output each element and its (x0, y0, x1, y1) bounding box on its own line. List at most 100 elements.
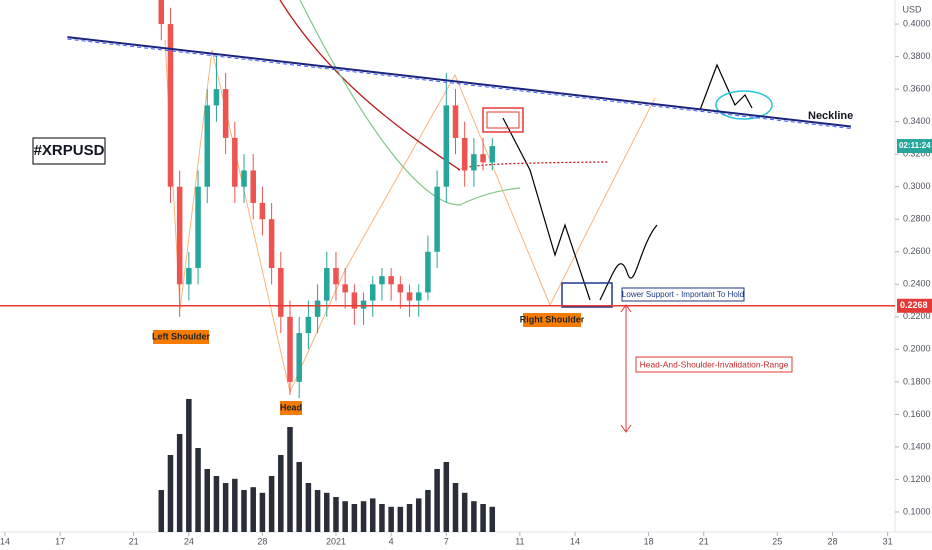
arrow-head-up (620, 304, 632, 313)
candle-body (333, 268, 339, 285)
candle-body (425, 251, 431, 293)
neckline-dash (67, 38, 851, 130)
volume-bar (471, 501, 477, 532)
candle-body (360, 300, 367, 309)
y-tick-label: 0.1000 (903, 506, 931, 516)
candle-body (406, 292, 413, 301)
x-tick-label: 14 (570, 536, 580, 546)
timer-label: 02:11:24 (899, 141, 931, 150)
resistance-box-inner (486, 111, 520, 129)
candle-body (434, 186, 440, 252)
candle-body (305, 316, 312, 334)
volume-bar (250, 487, 256, 532)
candle-body (480, 154, 486, 163)
candle-body (351, 292, 358, 309)
right-shoulder-label: Right Shoulder (520, 314, 585, 324)
resistance-box (482, 107, 524, 133)
candle-body (213, 89, 220, 106)
y-tick-label: 0.2800 (903, 214, 931, 224)
y-tick-label: 0.1600 (903, 409, 931, 419)
candle-body (278, 268, 284, 317)
invalidation-label-box (635, 356, 793, 373)
volume-bar (452, 483, 459, 532)
candle-body (204, 105, 211, 187)
timer-tag (897, 139, 932, 154)
currency: USD (902, 4, 922, 14)
x-tick-label: 2021 (326, 536, 346, 546)
symbol-label: #XRPUSD (34, 142, 105, 159)
candle-body (186, 268, 192, 285)
volume-bar (186, 399, 192, 532)
x-tick-label: 21 (699, 536, 709, 546)
x-tick-label: 14 (0, 536, 10, 546)
volume-bar (314, 490, 321, 532)
support-label-box (621, 287, 745, 302)
label-bg (523, 313, 581, 327)
y-tick-label: 0.2200 (903, 311, 931, 321)
y-tick-label: 0.3800 (903, 51, 931, 61)
support-label: Lower Support - Important To Hold (622, 290, 744, 299)
volume-bar (351, 504, 358, 532)
candle-body (250, 170, 256, 203)
volume-bar (259, 492, 266, 532)
retest-circle (715, 90, 773, 120)
x-tick-label: 18 (644, 536, 654, 546)
candle-body (158, 0, 165, 25)
candle-body (268, 219, 275, 269)
candle-body (222, 89, 229, 138)
y-tick-label: 0.2600 (903, 246, 931, 256)
volume-bar (461, 492, 468, 532)
volume-bar (296, 462, 302, 532)
volume-bar (415, 498, 422, 532)
volume-bar (278, 455, 284, 532)
y-tick-label: 0.3400 (903, 116, 931, 126)
candle-body (296, 333, 302, 382)
volume-bar (397, 506, 404, 532)
left-shoulder-label: Left Shoulder (152, 331, 210, 341)
y-tick-label: 0.4000 (903, 18, 931, 28)
y-tick-label: 0.3200 (903, 149, 931, 159)
candle-body (461, 137, 468, 171)
x-tick-label: 4 (389, 536, 394, 546)
volume-bar (324, 492, 330, 532)
x-tick-label: 7 (444, 536, 449, 546)
volume-bar (167, 455, 174, 532)
support-tag (897, 298, 932, 313)
projection-path (502, 117, 591, 301)
volume-bar (489, 506, 496, 532)
candle-body (314, 300, 321, 317)
x-tick-label: 25 (772, 536, 782, 546)
candle-body (443, 105, 450, 187)
x-tick-label: 28 (827, 536, 837, 546)
label-bg (153, 330, 209, 344)
support-box (561, 282, 613, 308)
volume-bar (222, 483, 229, 532)
volume-bar (268, 476, 275, 532)
volume-bar (213, 476, 220, 532)
x-tick-label: 21 (129, 536, 139, 546)
neckline (67, 36, 851, 128)
volume-bar (406, 504, 413, 532)
volume-bar (241, 490, 247, 532)
y-tick-label: 0.3000 (903, 181, 931, 191)
volume-bar (287, 427, 293, 532)
volume-bar (232, 478, 238, 532)
candle-body (452, 105, 459, 138)
candle-body (397, 284, 404, 293)
volume-bar (480, 504, 486, 532)
y-tick-label: 0.2400 (903, 279, 931, 289)
label-bg (280, 401, 302, 415)
candle-body (259, 202, 266, 220)
symbol-box (32, 137, 106, 165)
arrow-head-down (620, 424, 632, 433)
volume-bar (342, 501, 348, 532)
volume-bar (443, 462, 450, 532)
volume-bar (204, 469, 211, 532)
y-tick-label: 0.3600 (903, 84, 931, 94)
volume-bar (434, 469, 440, 532)
volume-bar (195, 448, 201, 532)
candle-body (489, 146, 496, 163)
head-label: Head (280, 402, 302, 412)
candle-body (471, 154, 477, 171)
